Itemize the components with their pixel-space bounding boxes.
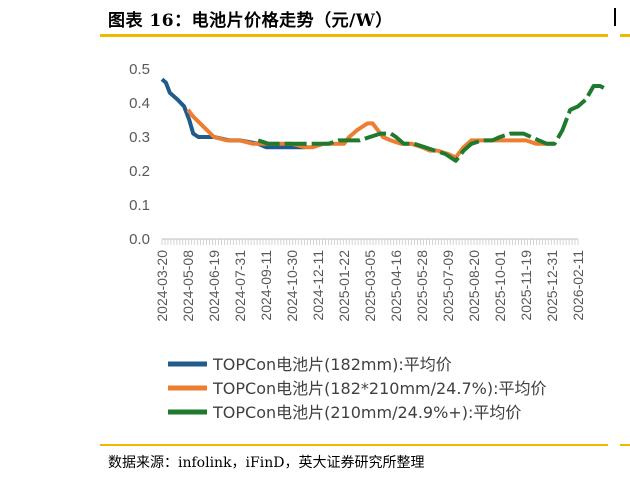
y-tick-label: 0.3 <box>129 129 150 146</box>
source-note: 数据来源：infolink，iFinD，英大证券研究所整理 <box>108 455 425 471</box>
y-tick-label: 0.4 <box>129 95 150 112</box>
chart-title: 图表 16：电池片价格走势（元/W） <box>108 11 393 31</box>
x-tick-label: 2025-07-09 <box>440 250 456 322</box>
x-tick-label: 2025-03-05 <box>362 250 378 322</box>
y-tick-label: 0.2 <box>129 163 150 180</box>
axis-layer: 0.0 0.1 0.2 0.3 0.4 0.5 2024-03-20 2024-05-08 20… <box>129 61 586 322</box>
title-underline-tail <box>620 34 630 37</box>
series-line-2 <box>186 108 555 160</box>
legend: TOPCon电池片(182mm):平均价 TOPCon电池片(182*210mm/… <box>168 355 546 422</box>
x-tick-label: 2026-02-11 <box>570 250 586 321</box>
x-tick-label: 2025-12-31 <box>544 250 560 322</box>
x-tick-label: 2025-11-19 <box>518 250 534 321</box>
x-tick-label: 2024-06-19 <box>206 250 222 322</box>
series-line-1 <box>160 77 305 150</box>
x-tick-label: 2024-07-31 <box>232 250 248 322</box>
title-underline <box>100 34 608 37</box>
legend-label: TOPCon电池片(210mm/24.9%+):平均价 <box>212 403 521 422</box>
source-divider-tail <box>620 444 630 446</box>
x-tick-label: 2024-09-11 <box>258 250 274 321</box>
x-tick-label: 2025-04-16 <box>388 250 404 322</box>
x-tick-label: 2025-08-20 <box>466 250 482 322</box>
x-tick-label: 2024-05-08 <box>180 250 196 322</box>
x-tick-label: 2024-10-30 <box>284 250 300 322</box>
series-layer <box>160 77 608 163</box>
x-tick-label: 2025-10-01 <box>492 250 508 322</box>
y-tick-label: 0.5 <box>129 61 150 78</box>
x-tick-label: 2024-03-20 <box>154 250 170 322</box>
legend-label: TOPCon电池片(182mm):平均价 <box>212 355 452 374</box>
x-tick-label: 2024-12-11 <box>310 250 326 321</box>
source-divider <box>100 444 608 446</box>
x-tick-label: 2025-01-22 <box>336 250 352 322</box>
header-marker <box>614 8 616 26</box>
line-chart: 0.0 0.1 0.2 0.3 0.4 0.5 2024-03-20 2024-05-08 20… <box>129 61 608 422</box>
y-tick-label: 0.1 <box>129 197 150 214</box>
y-tick-label: 0.0 <box>129 231 150 248</box>
series-line-3 <box>257 84 608 163</box>
x-tick-label: 2025-05-28 <box>414 250 430 322</box>
legend-label: TOPCon电池片(182*210mm/24.7%):平均价 <box>212 379 546 398</box>
